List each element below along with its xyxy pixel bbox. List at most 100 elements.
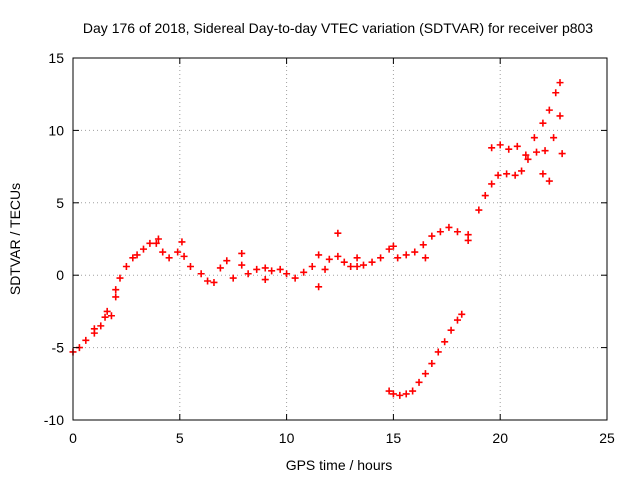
chart-title: Day 176 of 2018, Sidereal Day-to-day VTE…: [83, 20, 593, 36]
data-point: [385, 245, 393, 253]
data-point: [82, 336, 90, 344]
data-point: [421, 254, 429, 262]
data-point: [112, 293, 120, 301]
y-axis-label: SDTVAR / TECUs: [7, 183, 23, 295]
x-tick-label: 5: [176, 430, 184, 446]
data-point: [453, 316, 461, 324]
data-point: [334, 252, 342, 260]
y-tick-label: -10: [44, 412, 64, 428]
y-tick-label: 10: [48, 122, 64, 138]
x-tick-label: 15: [386, 430, 402, 446]
y-tick-label: 0: [56, 267, 64, 283]
data-point: [174, 248, 182, 256]
data-point: [334, 229, 342, 237]
data-point: [133, 251, 141, 259]
data-point: [90, 325, 98, 333]
data-point: [122, 263, 130, 271]
x-tick-label: 0: [69, 430, 77, 446]
data-point: [276, 265, 284, 273]
data-point: [445, 223, 453, 231]
data-point: [453, 228, 461, 236]
x-axis-label: GPS time / hours: [286, 457, 393, 473]
plot-frame: [72, 57, 608, 421]
data-point: [441, 338, 449, 346]
data-point: [238, 249, 246, 257]
data-point: [101, 313, 109, 321]
data-point: [436, 228, 444, 236]
data-point: [513, 142, 521, 150]
data-point: [481, 192, 489, 200]
data-point: [411, 248, 419, 256]
data-point: [389, 390, 397, 398]
x-tick-label: 10: [279, 430, 295, 446]
data-point: [261, 276, 269, 284]
data-point: [464, 236, 472, 244]
data-point: [180, 252, 188, 260]
data-point: [244, 270, 252, 278]
data-point: [447, 326, 455, 334]
data-point: [522, 151, 530, 159]
data-point: [238, 261, 246, 269]
data-point: [261, 264, 269, 272]
data-point: [556, 79, 564, 87]
data-point: [377, 254, 385, 262]
series-markers: [385, 310, 466, 399]
data-point: [419, 241, 427, 249]
data-point: [475, 206, 483, 214]
data-point: [541, 147, 549, 155]
data-point: [558, 150, 566, 158]
data-point: [458, 310, 466, 318]
data-point: [368, 258, 376, 266]
data-point: [165, 254, 173, 262]
data-point: [186, 263, 194, 271]
data-point: [550, 134, 558, 142]
data-point: [353, 254, 361, 262]
y-tick-label: 15: [48, 50, 64, 66]
data-point: [97, 322, 105, 330]
data-point: [116, 274, 124, 282]
data-point: [524, 155, 532, 163]
data-point: [434, 348, 442, 356]
y-tick-label: 5: [56, 195, 64, 211]
data-point: [103, 307, 111, 315]
data-point: [389, 242, 397, 250]
data-point: [353, 263, 361, 271]
data-point: [197, 270, 205, 278]
data-point: [545, 177, 553, 185]
data-point: [315, 283, 323, 291]
data-point: [552, 89, 560, 97]
data-point: [340, 258, 348, 266]
data-point: [107, 312, 115, 320]
data-point: [421, 370, 429, 378]
data-point: [533, 148, 541, 156]
data-point: [159, 248, 167, 256]
data-point: [503, 170, 511, 178]
data-point: [394, 254, 402, 262]
data-point: [359, 261, 367, 269]
data-point: [347, 263, 355, 271]
x-tick-label: 20: [492, 430, 508, 446]
data-point: [325, 255, 333, 263]
data-point: [409, 387, 417, 395]
data-point: [112, 286, 120, 294]
data-point: [216, 264, 224, 272]
data-point: [204, 277, 212, 285]
data-point: [321, 265, 329, 273]
data-point: [268, 267, 276, 275]
data-point: [178, 238, 186, 246]
data-point: [494, 171, 502, 179]
data-point: [129, 254, 137, 262]
data-point: [139, 245, 147, 253]
data-point: [385, 387, 393, 395]
series-markers: [69, 79, 566, 356]
data-point: [402, 390, 410, 398]
data-point: [146, 239, 154, 247]
data-point: [488, 144, 496, 152]
data-point: [496, 141, 504, 149]
data-point: [428, 232, 436, 240]
data-point: [415, 378, 423, 386]
data-point: [300, 268, 308, 276]
data-point: [152, 239, 160, 247]
